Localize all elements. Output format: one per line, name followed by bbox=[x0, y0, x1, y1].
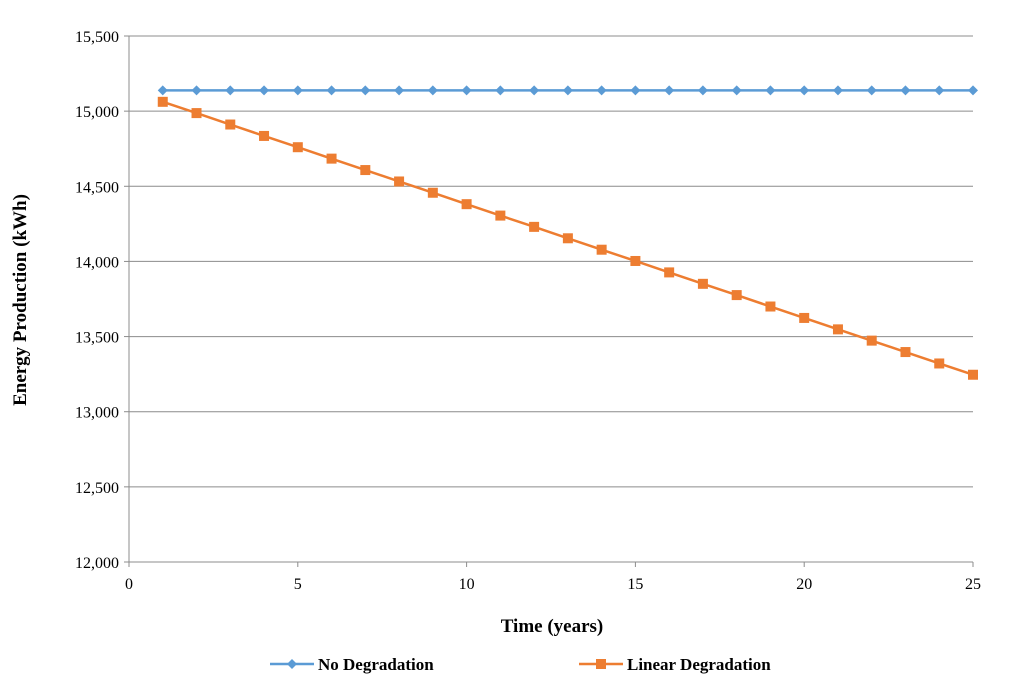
data-point-linear-degradation bbox=[934, 358, 945, 369]
data-point-no-degradation bbox=[394, 85, 405, 96]
x-tick-label: 10 bbox=[459, 576, 475, 593]
legend-item-no-degradation: No Degradation bbox=[270, 655, 434, 674]
data-point-no-degradation bbox=[934, 85, 945, 96]
data-point-linear-degradation bbox=[360, 165, 371, 176]
y-tick-label: 15,000 bbox=[75, 104, 119, 121]
legend-item-linear-degradation: Linear Degradation bbox=[579, 655, 771, 674]
x-tick-label: 25 bbox=[965, 576, 981, 593]
data-point-no-degradation bbox=[630, 85, 641, 96]
y-tick-label: 14,000 bbox=[75, 254, 119, 271]
y-tick-label: 12,500 bbox=[75, 480, 119, 497]
legend: No Degradation Linear Degradation bbox=[270, 655, 771, 674]
x-tick-labels: 0 5 10 15 20 25 bbox=[125, 576, 981, 593]
data-point-linear-degradation bbox=[461, 199, 472, 210]
axes bbox=[124, 35, 974, 567]
data-point-no-degradation bbox=[697, 85, 708, 96]
y-tick-label: 14,500 bbox=[75, 179, 119, 196]
data-point-linear-degradation bbox=[191, 108, 202, 119]
data-point-linear-degradation bbox=[664, 267, 675, 278]
y-tick-label: 15,500 bbox=[75, 29, 119, 46]
x-axis-title: Time (years) bbox=[501, 616, 604, 637]
y-tick-labels: 12,000 12,500 13,000 13,500 14,000 14,500 15,0… bbox=[75, 29, 119, 572]
data-series bbox=[157, 85, 978, 380]
data-point-linear-degradation bbox=[259, 130, 270, 141]
data-point-linear-degradation bbox=[697, 278, 708, 289]
data-point-no-degradation bbox=[495, 85, 506, 96]
data-point-no-degradation bbox=[765, 85, 776, 96]
data-point-no-degradation bbox=[562, 85, 573, 96]
data-point-linear-degradation bbox=[866, 335, 877, 346]
data-point-no-degradation bbox=[360, 85, 371, 96]
legend-label-no-degradation: No Degradation bbox=[318, 655, 434, 674]
data-point-linear-degradation bbox=[394, 176, 405, 187]
data-point-no-degradation bbox=[157, 85, 168, 96]
data-point-linear-degradation bbox=[968, 369, 978, 380]
series-no-degradation bbox=[157, 85, 978, 96]
data-point-no-degradation bbox=[191, 85, 202, 96]
data-point-linear-degradation bbox=[832, 324, 843, 335]
legend-marker-no-degradation bbox=[287, 659, 297, 669]
x-tick-label: 15 bbox=[627, 576, 643, 593]
data-point-no-degradation bbox=[225, 85, 236, 96]
data-point-no-degradation bbox=[968, 85, 978, 96]
data-point-linear-degradation bbox=[630, 255, 641, 266]
data-point-no-degradation bbox=[866, 85, 877, 96]
data-point-linear-degradation bbox=[529, 221, 540, 232]
y-tick-label: 13,500 bbox=[75, 330, 119, 347]
data-point-no-degradation bbox=[292, 85, 303, 96]
x-tick-label: 5 bbox=[294, 576, 302, 593]
data-point-no-degradation bbox=[427, 85, 438, 96]
x-tick-label: 0 bbox=[125, 576, 133, 593]
data-point-no-degradation bbox=[259, 85, 270, 96]
data-point-no-degradation bbox=[731, 85, 742, 96]
data-point-linear-degradation bbox=[495, 210, 506, 221]
data-point-no-degradation bbox=[326, 85, 337, 96]
data-point-no-degradation bbox=[529, 85, 540, 96]
data-point-linear-degradation bbox=[900, 347, 911, 358]
x-tick-label: 20 bbox=[796, 576, 812, 593]
legend-marker-linear-degradation bbox=[596, 659, 606, 669]
data-point-linear-degradation bbox=[427, 187, 438, 198]
data-point-linear-degradation bbox=[596, 244, 607, 255]
series-linear-degradation bbox=[157, 96, 978, 380]
data-point-no-degradation bbox=[461, 85, 472, 96]
data-point-no-degradation bbox=[799, 85, 810, 96]
y-axis-title: Energy Production (kWh) bbox=[10, 194, 31, 406]
data-point-no-degradation bbox=[664, 85, 675, 96]
data-point-linear-degradation bbox=[157, 96, 168, 107]
data-point-linear-degradation bbox=[225, 119, 236, 130]
data-point-linear-degradation bbox=[765, 301, 776, 312]
data-point-linear-degradation bbox=[292, 142, 303, 153]
data-point-linear-degradation bbox=[731, 290, 742, 301]
legend-label-linear-degradation: Linear Degradation bbox=[627, 655, 771, 674]
y-tick-label: 13,000 bbox=[75, 405, 119, 422]
data-point-linear-degradation bbox=[799, 312, 810, 323]
data-point-linear-degradation bbox=[326, 153, 337, 164]
data-point-no-degradation bbox=[596, 85, 607, 96]
gridlines bbox=[129, 35, 973, 488]
data-point-no-degradation bbox=[900, 85, 911, 96]
data-point-linear-degradation bbox=[562, 233, 573, 244]
y-tick-label: 12,000 bbox=[75, 555, 119, 572]
data-point-no-degradation bbox=[832, 85, 843, 96]
